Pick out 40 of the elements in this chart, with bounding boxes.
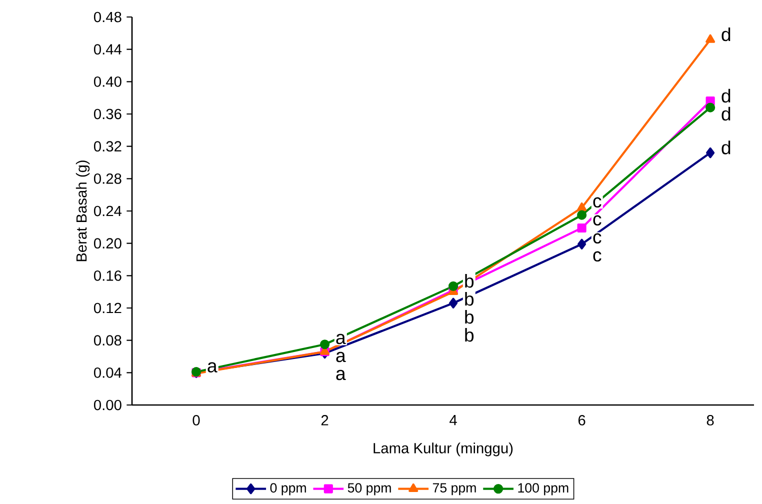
annotation: d — [722, 27, 730, 42]
y-tick-label: 0.16 — [94, 270, 122, 281]
x-tick-label: 8 — [706, 415, 714, 426]
y-tick-label: 0.36 — [94, 108, 122, 120]
x-tick-label: 0 — [192, 415, 200, 426]
y-tick-label: 0.44 — [94, 44, 122, 55]
annotation: d — [722, 88, 730, 103]
y-tick-label: 0.32 — [94, 141, 122, 152]
annotation: c — [593, 215, 602, 226]
y-tick-label: 0.40 — [94, 76, 122, 87]
y-tick-label: 0.04 — [94, 367, 122, 378]
y-tick-label: 0.48 — [94, 12, 122, 22]
annotation: d — [722, 140, 730, 154]
annotation: c — [593, 251, 602, 262]
annotation: b — [465, 310, 474, 324]
x-tick-label: 6 — [578, 415, 586, 426]
y-tick-label: 0.12 — [94, 302, 122, 314]
legend-label: 100 ppm — [518, 483, 568, 496]
annotation: a — [336, 334, 346, 344]
annotation: b — [465, 274, 474, 288]
annotation: a — [336, 352, 346, 362]
annotation: b — [465, 328, 474, 342]
y-tick-label: 0.28 — [94, 173, 122, 184]
x-axis-title: Lama Kultur (minggu) — [374, 442, 513, 456]
annotation: c — [593, 197, 602, 208]
annotation: b — [465, 292, 474, 306]
legend-label: 0 ppm — [270, 483, 306, 496]
legend-label: 50 ppm — [348, 483, 391, 496]
y-tick-label: 0.24 — [94, 206, 122, 216]
x-tick-label: 4 — [450, 415, 457, 426]
y-axis-title: Berat Basah (g) — [76, 160, 90, 262]
y-tick-label: 0.00 — [94, 400, 122, 410]
y-tick-label: 0.08 — [94, 335, 122, 346]
annotation: a — [208, 362, 218, 372]
annotation: d — [722, 106, 730, 121]
legend-label: 75 ppm — [432, 483, 476, 496]
annotation: a — [336, 370, 346, 380]
annotation: c — [593, 233, 602, 244]
y-tick-label: 0.20 — [94, 238, 122, 249]
x-tick-label: 2 — [321, 415, 328, 426]
